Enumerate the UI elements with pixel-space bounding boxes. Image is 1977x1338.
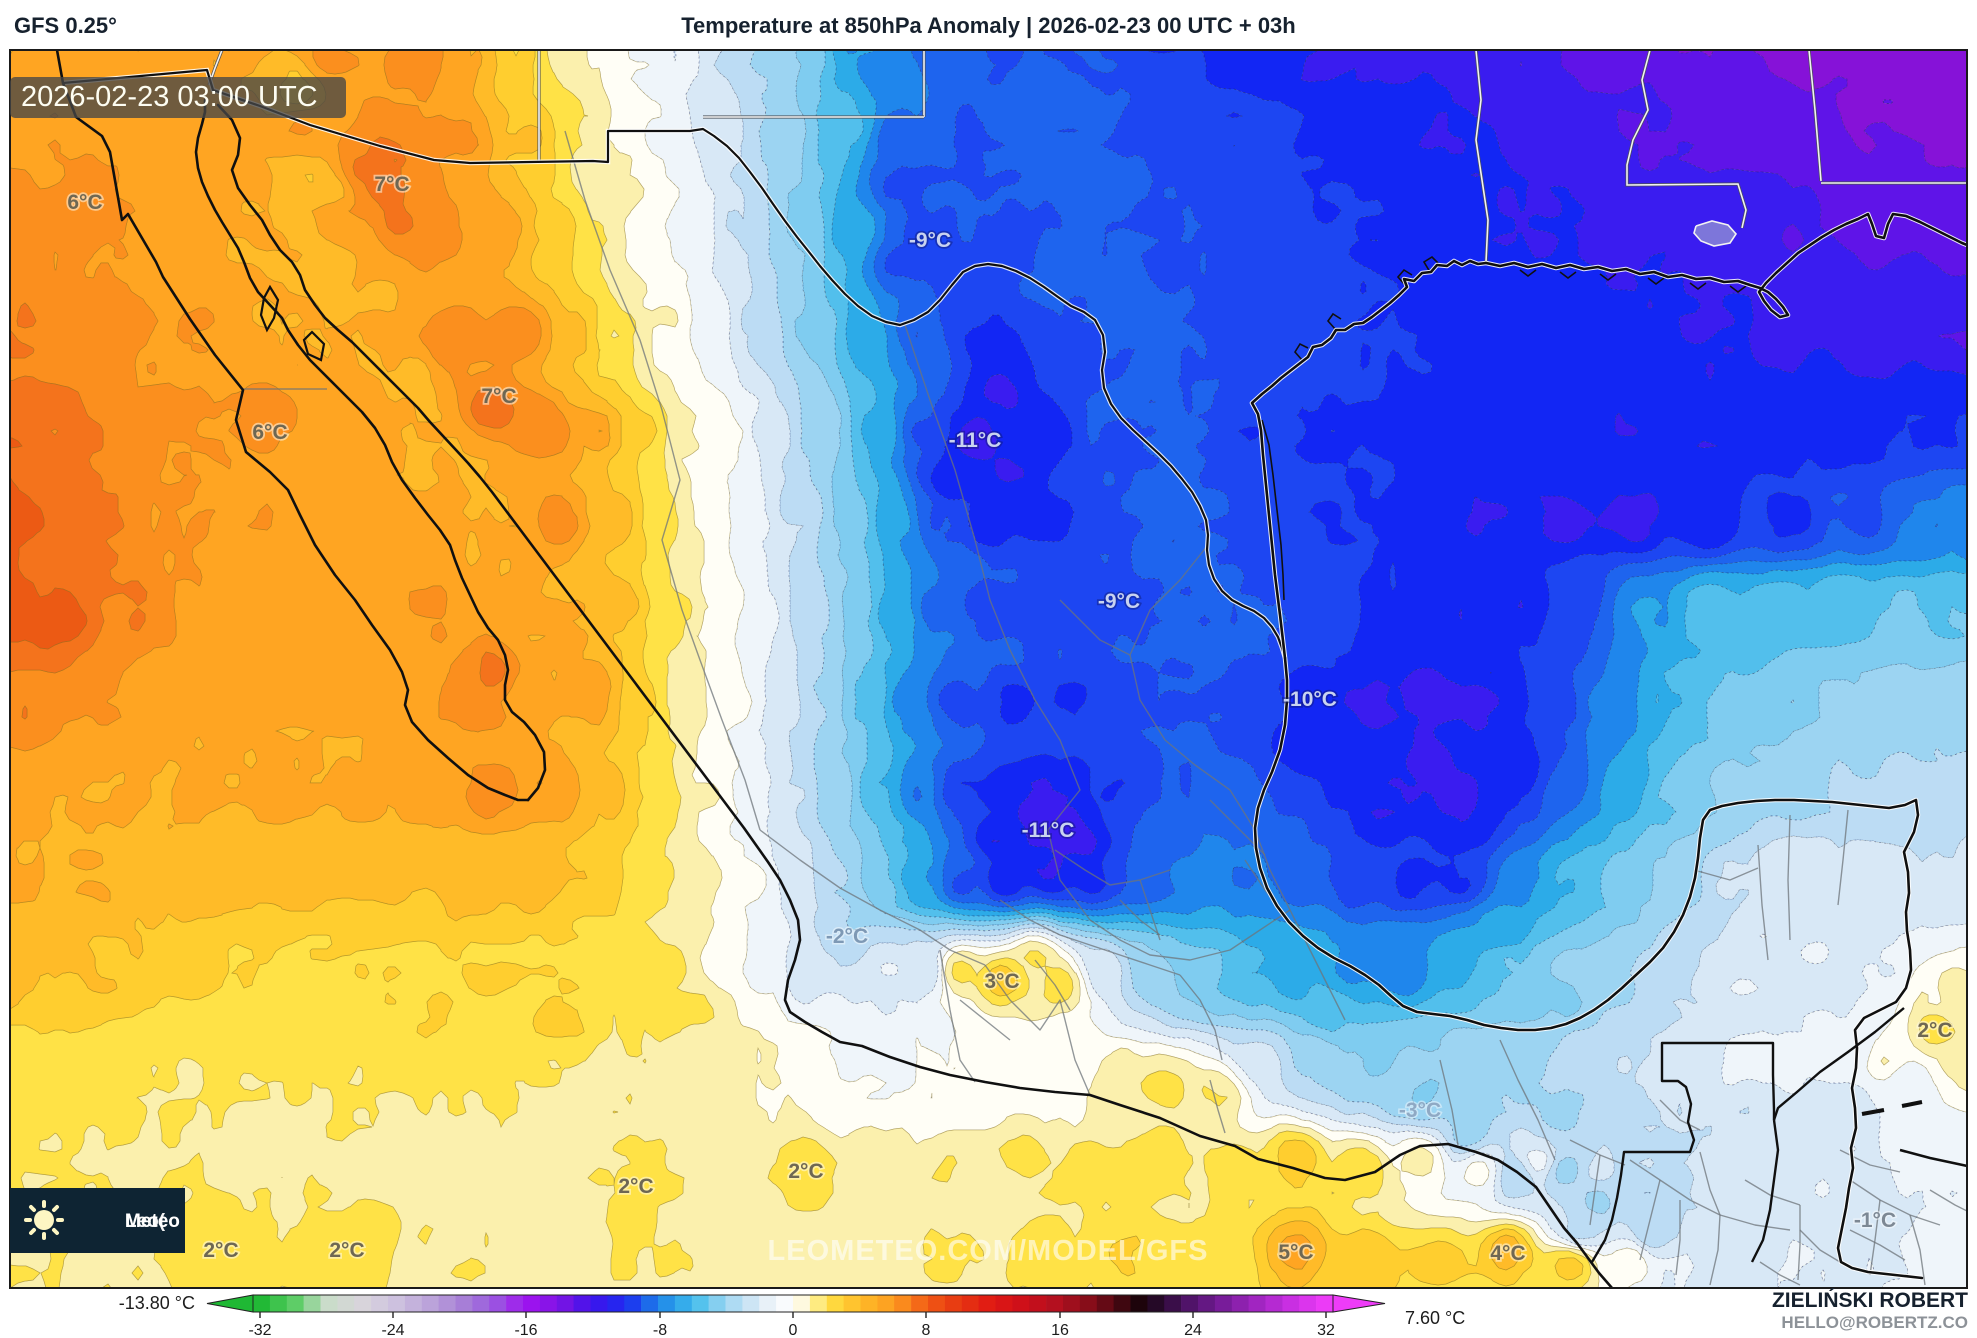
svg-text:Leo(: Leo(	[125, 1211, 166, 1232]
svg-text:-11°C: -11°C	[1022, 819, 1075, 842]
svg-text:-3°C: -3°C	[1399, 1099, 1441, 1122]
svg-text:0: 0	[789, 1322, 798, 1338]
svg-text:24: 24	[1184, 1322, 1202, 1338]
svg-text:4°C: 4°C	[1490, 1242, 1525, 1265]
svg-text:LEOMETEO.COM/MODEL/GFS: LEOMETEO.COM/MODEL/GFS	[768, 1235, 1209, 1267]
svg-text:2°C: 2°C	[329, 1239, 364, 1262]
svg-text:Meteo: Meteo	[125, 1211, 180, 1232]
svg-text:5°C: 5°C	[1278, 1241, 1313, 1264]
svg-text:32: 32	[1317, 1322, 1335, 1338]
svg-text:-1°C: -1°C	[1854, 1209, 1896, 1232]
svg-text:2°C: 2°C	[203, 1239, 238, 1262]
svg-text:3°C: 3°C	[984, 970, 1019, 993]
svg-text:-11°C: -11°C	[949, 429, 1002, 452]
svg-text:-32: -32	[248, 1322, 271, 1338]
svg-text:-8: -8	[653, 1322, 667, 1338]
svg-text:-16: -16	[514, 1322, 537, 1338]
svg-text:6°C: 6°C	[252, 421, 287, 444]
svg-text:2°C: 2°C	[788, 1160, 823, 1183]
svg-text:2°C: 2°C	[1917, 1019, 1952, 1042]
svg-text:7°C: 7°C	[374, 173, 409, 196]
svg-text:-9°C: -9°C	[1098, 590, 1140, 613]
svg-text:-24: -24	[381, 1322, 404, 1338]
svg-text:-10°C: -10°C	[1283, 688, 1337, 711]
svg-text:6°C: 6°C	[67, 191, 102, 214]
svg-text:8: 8	[922, 1322, 931, 1338]
svg-text:2°C: 2°C	[618, 1175, 653, 1198]
svg-text:7°C: 7°C	[481, 385, 516, 408]
svg-text:-9°C: -9°C	[909, 229, 951, 252]
svg-text:-2°C: -2°C	[826, 925, 868, 948]
svg-text:16: 16	[1051, 1322, 1069, 1338]
